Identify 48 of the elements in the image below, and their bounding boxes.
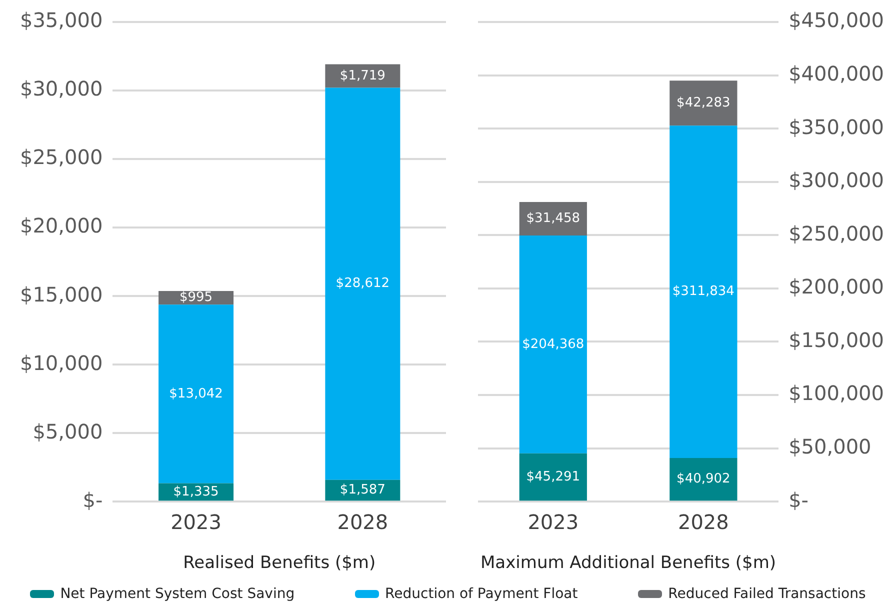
data-label: $45,291 (526, 469, 580, 484)
bar (670, 80, 738, 126)
y-tick-label: $30,000 (20, 76, 103, 101)
x-tick-label: 2023 (528, 510, 579, 534)
bar (158, 304, 234, 484)
data-label: $1,719 (340, 68, 386, 84)
bar (519, 236, 587, 454)
x-tick-label: 2028 (337, 510, 388, 534)
y-tick-label: $5,000 (32, 419, 103, 444)
data-label: $28,612 (336, 276, 390, 292)
y-tick-label: $150,000 (788, 328, 884, 352)
data-label: $13,042 (169, 386, 223, 402)
y-tick-label: $15,000 (20, 282, 103, 306)
data-label: $31,458 (526, 211, 580, 226)
x-axis-title: Realised Benefits ($m) (183, 553, 376, 574)
y-tick-label: $25,000 (20, 145, 103, 170)
legend-label: Reduction of Payment Float (385, 586, 578, 602)
data-label: $311,834 (672, 284, 734, 300)
y-tick-label: $350,000 (788, 114, 884, 139)
data-label: $1,587 (340, 482, 386, 498)
legend-label: Net Payment System Cost Saving (60, 586, 295, 602)
y-tick-label: $- (82, 488, 103, 512)
y-tick-label: $100,000 (788, 381, 884, 406)
y-tick-label: $200,000 (788, 274, 884, 299)
x-tick-label: 2023 (170, 510, 222, 534)
x-axis-title: Maximum Additional Benefits ($m) (480, 553, 776, 574)
legend-label: Reduced Failed Transactions (668, 586, 866, 602)
y-tick-label: $10,000 (20, 350, 103, 375)
y-tick-label: $50,000 (788, 434, 872, 459)
bar (325, 88, 400, 480)
data-label: $995 (179, 290, 213, 306)
bar (325, 64, 400, 88)
y-tick-label: $20,000 (20, 214, 103, 238)
data-label: $42,283 (676, 96, 730, 111)
data-label: $204,368 (522, 336, 584, 352)
y-tick-label: $300,000 (788, 168, 884, 192)
x-tick-label: 2028 (678, 510, 729, 534)
bar (519, 202, 587, 236)
y-tick-label: $400,000 (788, 61, 884, 86)
data-label: $1,335 (173, 484, 219, 500)
bar (670, 458, 738, 501)
y-tick-label: $- (788, 488, 809, 512)
bar (670, 126, 738, 458)
y-tick-label: $450,000 (788, 8, 884, 32)
y-tick-label: $250,000 (788, 221, 884, 246)
y-tick-label: $35,000 (20, 8, 103, 32)
bar (519, 453, 587, 501)
data-label: $40,902 (676, 472, 730, 487)
